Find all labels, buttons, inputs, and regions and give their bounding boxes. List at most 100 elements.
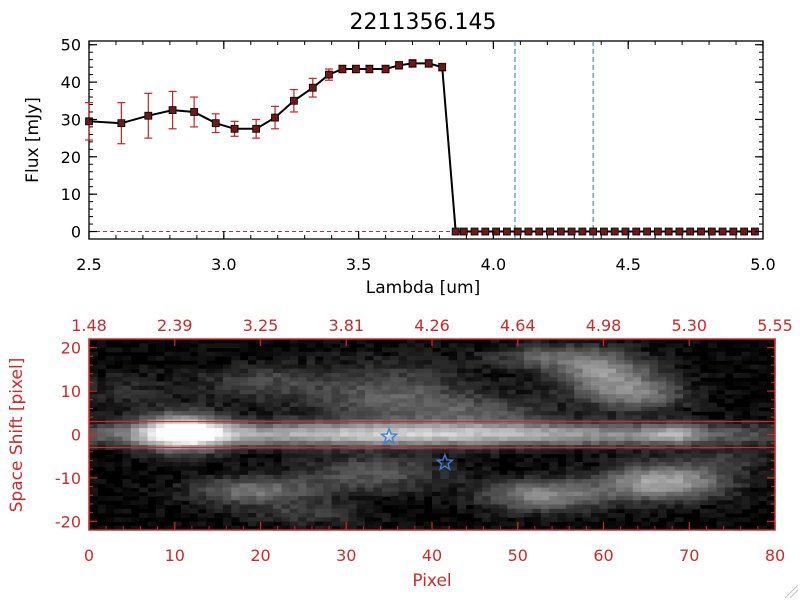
heatmap-cell: [457, 406, 467, 412]
heatmap-cell: [432, 470, 441, 476]
heatmap-cell: [289, 423, 299, 429]
heatmap-cell: [298, 394, 308, 400]
heatmap-cell: [264, 440, 274, 446]
heatmap-cell: [348, 457, 358, 463]
heatmap-cell: [616, 496, 626, 501]
heatmap-cell: [699, 360, 709, 366]
heatmap-cell: [657, 372, 667, 378]
heatmap-cell: [256, 487, 266, 493]
heatmap-cell: [758, 368, 768, 374]
heatmap-cell: [574, 364, 584, 370]
heatmap-cell: [641, 339, 651, 344]
heatmap-cell: [607, 504, 617, 510]
heatmap-cell: [89, 377, 98, 383]
heatmap-cell: [649, 406, 659, 412]
flux-point-23: [481, 227, 490, 236]
heatmap-cell: [699, 508, 709, 514]
heatmap-cell: [423, 351, 433, 357]
heatmap-cell: [356, 339, 366, 344]
heatmap-cell: [448, 343, 458, 349]
heatmap-cell: [524, 479, 533, 484]
heatmap-cell: [97, 377, 107, 383]
heatmap-cell: [114, 428, 124, 433]
heatmap-cell: [590, 436, 600, 442]
heatmap-cell: [314, 385, 324, 391]
heatmap-cell: [616, 453, 626, 459]
heatmap-cell: [264, 436, 274, 442]
heatmap-cell: [708, 343, 718, 349]
heatmap-cell: [532, 355, 542, 361]
heatmap-cell: [616, 521, 626, 527]
heatmap-cell: [457, 491, 467, 497]
heatmap-cell: [323, 453, 333, 459]
heatmap-cell: [97, 406, 107, 412]
heatmap-cell: [507, 449, 517, 455]
heatmap-cell: [206, 351, 216, 357]
heatmap-cell: [674, 487, 684, 493]
heatmap-cell: [189, 500, 199, 506]
heatmap-cell: [507, 487, 517, 493]
heatmap-cell: [222, 474, 232, 480]
heatmap-cell: [415, 402, 425, 408]
heatmap-cell: [105, 398, 115, 404]
heatmap-cell: [674, 368, 684, 374]
flux-point-45: [718, 227, 727, 236]
heatmap-cell: [273, 462, 283, 467]
heatmap-cell: [674, 525, 684, 531]
heatmap-cell: [691, 449, 701, 455]
heatmap-cell: [381, 466, 391, 472]
heatmap-cell: [624, 504, 634, 510]
heatmap-cell: [122, 453, 132, 459]
heatmap-cell: [390, 398, 400, 404]
heatmap-cell: [139, 385, 149, 391]
heatmap-cell: [708, 432, 718, 438]
heatmap-cell: [590, 491, 600, 497]
heatmap-cell: [515, 453, 525, 459]
heatmap-cell: [616, 347, 626, 353]
heatmap-cell: [741, 343, 751, 349]
heatmap-cell: [189, 385, 199, 391]
heatmap-cell: [749, 449, 759, 455]
heatmap-cell: [733, 466, 743, 472]
heatmap-cell: [733, 474, 743, 480]
heatmap-cell: [691, 423, 701, 429]
heatmap-cell: [549, 423, 559, 429]
heatmap-cell: [457, 385, 467, 391]
heatmap-cell: [289, 521, 299, 527]
heatmap-cell: [674, 428, 684, 433]
heatmap-cell: [365, 381, 375, 387]
heatmap-cell: [465, 402, 475, 408]
heatmap-cell: [565, 402, 575, 408]
heatmap-cell: [540, 449, 550, 455]
heatmap-cell: [356, 483, 366, 489]
heatmap-cell: [256, 381, 266, 387]
heatmap-cell: [574, 415, 584, 421]
heatmap-cell: [582, 513, 592, 518]
flux-line: [88, 62, 755, 233]
heatmap-cell: [415, 339, 425, 344]
heatmap-cell: [565, 339, 575, 344]
heatmap-cell: [641, 351, 651, 357]
heatmap-cell: [256, 351, 266, 357]
heatmap-cell: [164, 368, 174, 374]
heatmap-cell: [532, 453, 542, 459]
image-y-tick-label-1: -10: [55, 469, 81, 488]
heatmap-cell: [657, 411, 667, 416]
heatmap-cell: [247, 415, 257, 421]
heatmap-cell: [582, 347, 592, 353]
heatmap-cell: [724, 479, 734, 484]
flux-point-4: [190, 108, 199, 116]
heatmap-cell: [356, 436, 366, 442]
heatmap-cell: [741, 436, 751, 442]
heatmap-cell: [339, 491, 349, 497]
heatmap-cell: [649, 500, 659, 506]
heatmap-cell: [114, 415, 124, 421]
heatmap-cell: [298, 411, 308, 416]
heatmap-cell: [565, 406, 575, 412]
heatmap-cell: [323, 389, 333, 395]
heatmap-cell: [348, 368, 358, 374]
resize-grip-icon: [784, 584, 799, 599]
heatmap-cell: [231, 508, 241, 514]
heatmap-cell: [348, 360, 358, 366]
heatmap-cell: [155, 406, 165, 412]
